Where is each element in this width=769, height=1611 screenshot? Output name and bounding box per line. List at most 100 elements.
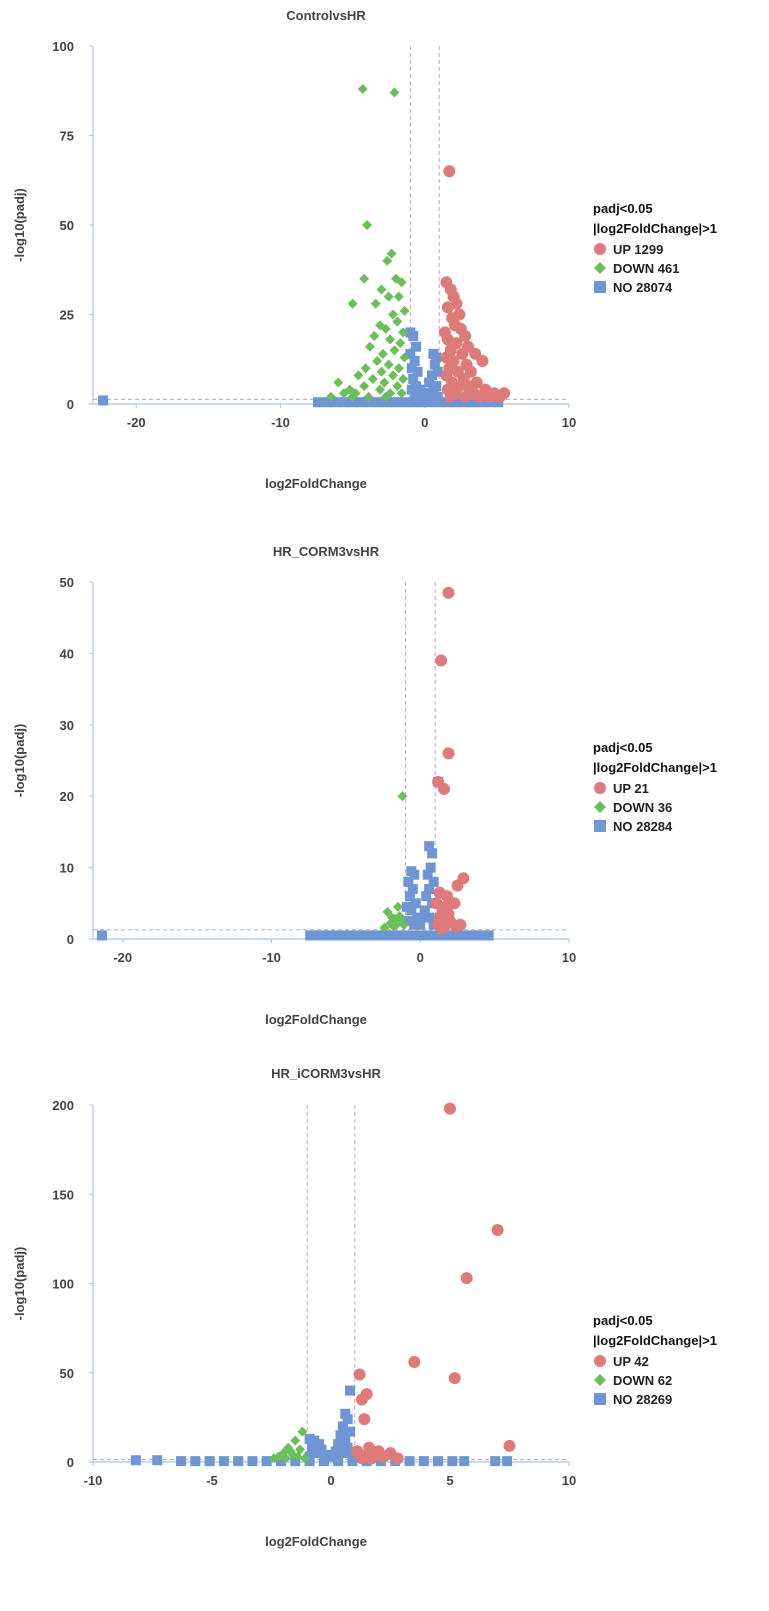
data-point-down bbox=[389, 87, 400, 98]
y-tick-label: 20 bbox=[60, 789, 74, 804]
data-point-no bbox=[490, 1456, 501, 1467]
data-point-no bbox=[447, 930, 458, 941]
data-point-no bbox=[405, 348, 416, 359]
y-tick-label: 100 bbox=[52, 1277, 74, 1292]
data-point-down bbox=[386, 248, 397, 259]
data-point-down bbox=[393, 363, 404, 374]
data-point-down bbox=[393, 291, 404, 302]
data-point-no bbox=[434, 397, 445, 408]
y-axis-label: -log10(padj) bbox=[12, 1247, 27, 1321]
chart-title: HR_iCORM3vsHR bbox=[271, 1066, 381, 1081]
data-point-up bbox=[439, 900, 452, 913]
data-point-no bbox=[342, 1442, 353, 1453]
data-point-up bbox=[448, 1372, 461, 1385]
data-point-down bbox=[268, 1453, 279, 1464]
legend: padj<0.05 |log2FoldChange|>1 UP 42 DOWN 62 N… bbox=[593, 1313, 717, 1407]
legend-label-down: DOWN 461 bbox=[613, 261, 679, 276]
data-point-no bbox=[424, 377, 435, 388]
data-point-no bbox=[468, 397, 479, 408]
data-point-down bbox=[382, 906, 393, 917]
data-point-no bbox=[404, 891, 415, 902]
data-point-down bbox=[367, 373, 378, 384]
y-tick-label: 200 bbox=[52, 1098, 74, 1113]
data-point-down bbox=[377, 348, 388, 359]
y-tick-label: 25 bbox=[60, 308, 74, 323]
data-point-up bbox=[493, 390, 506, 403]
data-point-no bbox=[318, 1453, 329, 1464]
data-point-no bbox=[403, 930, 414, 941]
data-point-down bbox=[379, 377, 390, 388]
data-point-no bbox=[204, 1456, 215, 1467]
legend-marker-no bbox=[594, 281, 606, 293]
chart-title: HR_CORM3vsHR bbox=[273, 544, 380, 559]
data-point-no bbox=[390, 397, 401, 408]
data-point-up bbox=[456, 347, 469, 360]
data-point-down bbox=[380, 323, 391, 334]
x-tick-label: 0 bbox=[327, 1473, 334, 1488]
data-point-up bbox=[491, 1223, 504, 1236]
data-point-no bbox=[425, 862, 436, 873]
data-point-no bbox=[335, 1430, 346, 1441]
data-point-up bbox=[351, 1445, 364, 1458]
data-point-no bbox=[430, 930, 441, 941]
data-point-no bbox=[152, 1455, 163, 1466]
data-point-no bbox=[304, 1451, 315, 1462]
legend-label-up: UP 21 bbox=[613, 781, 649, 796]
data-point-up bbox=[435, 922, 448, 935]
data-point-down bbox=[396, 277, 407, 288]
data-point-down bbox=[392, 381, 403, 392]
data-point-no bbox=[333, 1456, 344, 1467]
data-point-up bbox=[441, 301, 454, 314]
data-point-no bbox=[276, 1456, 287, 1467]
data-point-down bbox=[372, 356, 383, 367]
x-tick-label: -10 bbox=[271, 415, 290, 430]
data-point-down bbox=[359, 273, 370, 284]
data-point-up bbox=[442, 747, 455, 760]
data-point-no bbox=[385, 930, 396, 941]
data-point-no bbox=[409, 869, 420, 880]
data-point-down bbox=[397, 791, 408, 802]
data-point-no bbox=[311, 1448, 322, 1459]
data-point-no bbox=[456, 930, 467, 941]
data-point-down bbox=[360, 363, 371, 374]
data-point-down bbox=[370, 298, 381, 309]
legend-marker-down bbox=[594, 1374, 606, 1386]
data-point-down bbox=[347, 298, 358, 309]
data-point-no bbox=[330, 397, 341, 408]
data-point-up bbox=[438, 783, 451, 796]
legend-title: |log2FoldChange|>1 bbox=[593, 221, 717, 236]
data-point-no bbox=[408, 373, 419, 384]
y-tick-label: 150 bbox=[52, 1187, 74, 1202]
x-tick-label: 0 bbox=[421, 415, 428, 430]
y-axis-label: -log10(padj) bbox=[12, 724, 27, 798]
data-point-no bbox=[305, 930, 316, 941]
data-point-up bbox=[476, 355, 489, 368]
data-point-down bbox=[347, 391, 358, 402]
data-point-down bbox=[392, 901, 403, 912]
data-point-no bbox=[347, 397, 358, 408]
data-point-no bbox=[96, 930, 107, 941]
data-point-down bbox=[383, 359, 394, 370]
volcano-panel-2: HR_CORM3vsHR 0 10 20 30 40 50 -20 -10 0 10 log2Fold… bbox=[12, 544, 717, 1027]
data-point-down bbox=[362, 220, 373, 230]
data-point-down bbox=[388, 370, 399, 381]
y-tick-label: 0 bbox=[67, 397, 74, 412]
data-point-no bbox=[403, 876, 414, 887]
data-point-no bbox=[376, 930, 387, 941]
data-point-no bbox=[451, 397, 462, 408]
x-tick-label: 5 bbox=[446, 1473, 453, 1488]
data-point-up bbox=[370, 1448, 383, 1461]
legend-marker-no bbox=[594, 820, 606, 832]
data-point-down bbox=[388, 921, 399, 932]
data-point-no bbox=[340, 1408, 351, 1419]
data-point-down bbox=[376, 284, 387, 295]
volcano-panel-3: HR_iCORM3vsHR 0 50 100 150 200 -10 -5 0 5 10 log2Fo… bbox=[12, 1066, 717, 1549]
legend-label-up: UP 42 bbox=[613, 1354, 649, 1369]
data-point-down bbox=[389, 914, 400, 925]
data-point-down bbox=[398, 919, 409, 930]
data-point-no bbox=[345, 1426, 356, 1437]
data-point-down bbox=[338, 388, 349, 399]
data-point-down bbox=[399, 305, 410, 316]
data-point-down bbox=[383, 291, 394, 302]
data-point-down bbox=[396, 388, 407, 399]
